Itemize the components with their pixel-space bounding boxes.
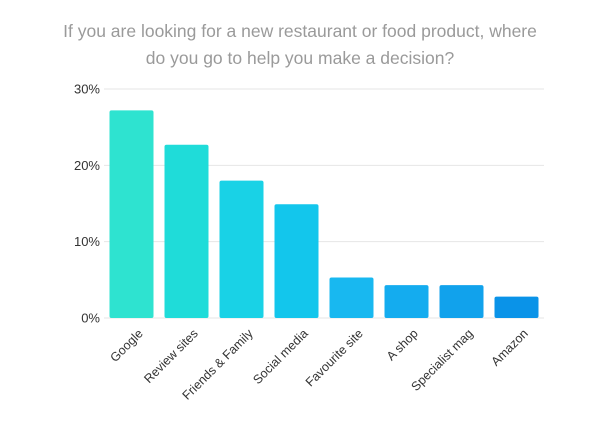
chart-title-line-2: do you go to help you make a decision? [145,48,455,68]
bar [219,180,264,318]
x-tick-label: Social media [250,326,311,387]
y-axis-ticks: 0% 10% 20% 30% [74,82,100,326]
chart-title-line-1: If you are looking for a new restaurant … [63,21,537,41]
bar [439,285,484,318]
bar [494,296,539,318]
x-tick-label: A shop [384,326,421,363]
bar [384,285,429,318]
bar [164,144,209,318]
x-tick-label: Amazon [489,326,531,368]
x-tick-label: Review sites [141,326,201,386]
y-tick-label: 30% [74,82,100,97]
bars [109,110,539,318]
x-tick-label: Favourite site [303,326,366,389]
y-tick-label: 10% [74,234,100,249]
y-tick-label: 0% [81,311,100,326]
x-tick-label: Google [107,326,145,364]
chart-title: If you are looking for a new restaurant … [0,18,600,72]
y-tick-label: 20% [74,158,100,173]
bar [274,204,319,318]
bar [109,110,154,318]
bar [329,277,374,318]
